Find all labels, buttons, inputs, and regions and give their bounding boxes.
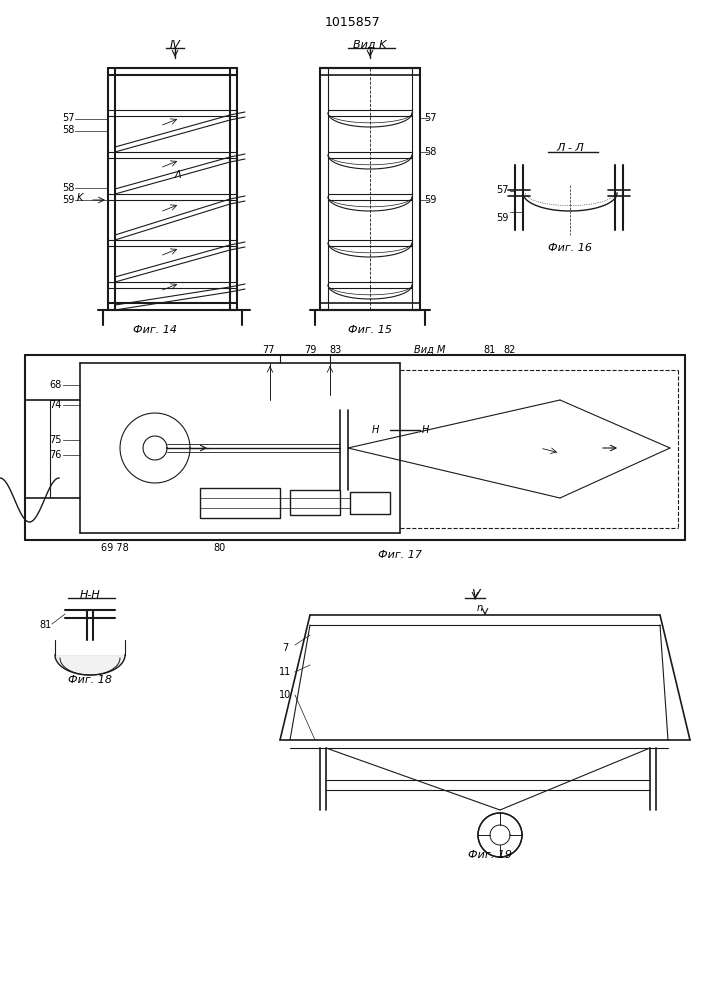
Text: 59: 59 <box>423 195 436 205</box>
Text: Фиг. 15: Фиг. 15 <box>348 325 392 335</box>
Text: 58: 58 <box>423 147 436 157</box>
Bar <box>290 490 340 515</box>
Text: 76: 76 <box>49 450 62 460</box>
Text: Л - Л: Л - Л <box>556 143 584 153</box>
Text: K: K <box>77 193 83 203</box>
Text: 11: 11 <box>279 667 291 677</box>
Text: 81: 81 <box>39 620 51 630</box>
Text: 57: 57 <box>62 113 74 123</box>
Text: Вид K: Вид K <box>354 40 387 50</box>
Text: Λ: Λ <box>175 170 181 180</box>
Text: 59: 59 <box>496 213 508 223</box>
Text: Фиг. 14: Фиг. 14 <box>133 325 177 335</box>
Text: n: n <box>477 603 483 613</box>
Text: 74: 74 <box>49 400 62 410</box>
Text: IV: IV <box>170 40 180 50</box>
Text: 82: 82 <box>504 345 516 355</box>
Text: 58: 58 <box>62 183 74 193</box>
Text: 7: 7 <box>282 643 288 653</box>
Text: H: H <box>371 425 379 435</box>
Text: V: V <box>471 588 479 601</box>
Text: 79: 79 <box>304 345 316 355</box>
Text: 10: 10 <box>279 690 291 700</box>
Text: 83: 83 <box>329 345 341 355</box>
Text: 58: 58 <box>62 125 74 135</box>
Text: 81: 81 <box>484 345 496 355</box>
Text: 57: 57 <box>423 113 436 123</box>
Text: Фиг. 18: Фиг. 18 <box>68 675 112 685</box>
Text: Н-Н: Н-Н <box>80 590 100 600</box>
Text: 80: 80 <box>214 543 226 553</box>
Text: 1015857: 1015857 <box>325 15 381 28</box>
Text: H: H <box>421 425 428 435</box>
Text: Вид M: Вид M <box>414 345 445 355</box>
Bar <box>200 488 280 518</box>
Bar <box>350 492 390 514</box>
Text: Фиг. 19: Фиг. 19 <box>468 850 512 860</box>
Text: 75: 75 <box>49 435 62 445</box>
Text: 69 78: 69 78 <box>101 543 129 553</box>
Text: 77: 77 <box>262 345 274 355</box>
Text: Фиг. 17: Фиг. 17 <box>378 550 422 560</box>
Text: 68: 68 <box>49 380 61 390</box>
Text: Фиг. 16: Фиг. 16 <box>548 243 592 253</box>
Text: 57: 57 <box>496 185 508 195</box>
Text: 59: 59 <box>62 195 74 205</box>
